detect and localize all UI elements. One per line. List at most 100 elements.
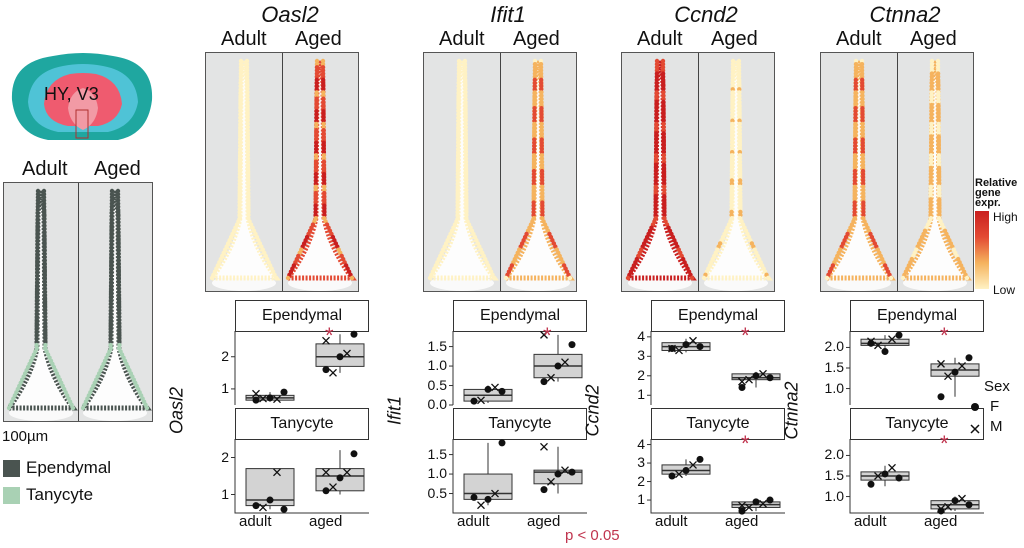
gene-column-ccnd2: Ccnd2 Adult Aged Ccnd2 Ependymal 4 3 2 1 * Tanycyt… [583,0,791,548]
y-tick-label: 1.0 [427,357,447,374]
condition-adult-label: Adult [836,28,882,50]
y-tick-label: 0.5 [427,376,447,393]
point-female [951,368,959,376]
point-male [944,372,952,381]
condition-aged-label: Aged [295,28,342,50]
point-female [937,393,945,401]
y-tick-label: 4 [637,435,645,452]
y-tick-label: 1 [221,379,229,396]
point-male [689,336,697,345]
point-female [696,343,704,351]
point-female [280,388,288,396]
boxplot-bottom: * [647,431,785,515]
expression-ventricle-svg [207,58,357,291]
point-male [867,337,875,346]
point-female [350,450,358,458]
facet-strip-bottom: Tanycyte [850,408,984,440]
celltype-ventricle-svg [4,188,152,421]
point-female [498,439,506,447]
gene-column-oasl2: Oasl2 Adult Aged Oasl2 Ependymal 2 1 * Tanycyte 2… [167,0,375,548]
point-male [675,346,683,355]
facet-strip-top: Ependymal [850,300,984,332]
y-tick-label: 1 [637,386,645,403]
point-female [484,385,492,393]
adult-ventricle-cells [425,58,499,291]
adult-ventricle-cells [207,58,281,291]
x-tick-adult: adult [854,513,887,530]
point-male [477,501,485,510]
gradient-low-label: Low [993,283,1016,297]
expression-spatial-map [423,52,577,292]
gradient-high-label: High [993,210,1018,224]
point-female [881,348,889,356]
point-male [738,377,746,386]
point-male [561,358,569,367]
map-divider [698,53,699,291]
expression-ventricle-svg [425,58,575,291]
brain-region-label: HY, V3 [44,84,99,104]
y-tick-label: 1.0 [427,465,447,482]
point-female [881,470,889,478]
point-female [965,501,973,509]
point-male [329,483,337,492]
facet-strip-bottom: Tanycyte [453,408,587,440]
point-female [895,331,903,339]
condition-aged-label: Aged [513,28,560,50]
point-female [867,480,875,488]
x-tick-aged: aged [924,513,958,530]
condition-adult-label: Adult [221,28,267,50]
significance-star: * [940,323,949,348]
y-tick-label: 1 [221,485,229,502]
y-tick-label: 2 [221,448,229,465]
significance-star: * [325,323,334,348]
y-axis-label: Oasl2 [166,386,187,435]
x-tick-aged: aged [725,513,759,530]
facet-strip-top: Ependymal [453,300,587,332]
y-axis-label: Ctnna2 [781,381,802,440]
point-male [491,489,499,498]
x-tick-adult: adult [239,513,272,530]
y-tick-label: 0.5 [427,484,447,501]
y-axis-label: Ccnd2 [582,384,603,437]
condition-adult-label: Adult [439,28,485,50]
point-male [343,468,351,477]
celltype-spatial-map [3,182,153,422]
y-tick-label: 1.5 [824,359,844,375]
condition-aged-label: Aged [910,28,957,50]
point-male [540,442,548,451]
expression-ventricle-svg [623,58,773,291]
point-female [322,487,330,495]
point-female [484,495,492,503]
point-female [336,353,344,361]
point-male [874,341,882,350]
point-male [547,373,555,382]
brain-section-diagram [11,53,153,140]
point-male [888,463,896,472]
point-female [766,374,774,382]
y-axis-label: Ifit1 [384,396,405,426]
point-male [738,501,746,510]
point-female [252,396,260,404]
point-male [759,499,767,508]
point-male [944,502,952,511]
significance-star: * [741,431,750,456]
aged-ventricle-cells [898,58,972,291]
point-male [937,504,945,513]
point-male [745,375,753,384]
y-tick-label: 1.5 [427,337,447,354]
legend-tanycyte: Tanycyte [26,485,94,504]
point-female [752,498,760,506]
significance-star: * [543,323,552,348]
y-tick-label: 1 [637,491,645,508]
point-female [867,339,875,347]
x-tick-aged: aged [527,513,561,530]
gene-column-ifit1: Ifit1 Adult Aged Ifit1 Ependymal 1.5 1.0 0.5 0.0… [385,0,593,548]
expression-spatial-map [621,52,775,292]
point-male [937,359,945,368]
point-female [568,341,576,349]
gene-column-ctnna2: Ctnna2 Adult Aged Ctnna2 Ependymal 2.0 1.5 1.0 *… [782,0,990,548]
point-female [554,470,562,478]
point-female [766,496,774,504]
y-tick-label: 0.0 [427,396,447,412]
aged-ventricle-cells [78,188,152,421]
